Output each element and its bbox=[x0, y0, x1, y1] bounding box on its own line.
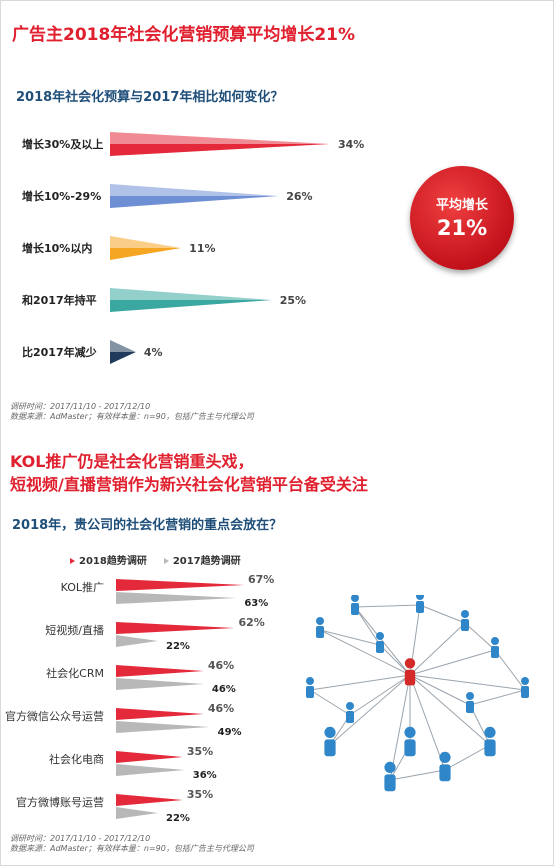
bar-label: 比2017年减少 bbox=[22, 345, 97, 359]
bar-value-label: 46% bbox=[208, 702, 234, 715]
bar-value-label: 62% bbox=[238, 616, 264, 629]
legend-2017-marker bbox=[163, 558, 169, 564]
badge-value: 21% bbox=[436, 216, 488, 240]
average-growth-badge: 平均增长 21% bbox=[410, 166, 514, 270]
source-1-line1: 调研时间：2017/11/10 - 2017/12/10 bbox=[10, 402, 151, 411]
bar bbox=[110, 196, 279, 208]
category-label: 短视频/直播 bbox=[45, 623, 104, 637]
bar bbox=[116, 721, 210, 733]
budget-change-bars: 增长30%及以上 34% 增长10%-29% 26% 增长10%以内 11% 和2017年持… bbox=[22, 132, 364, 364]
bar-value-label: 35% bbox=[187, 788, 213, 801]
person-figure bbox=[491, 637, 499, 658]
bar-value-label: 26% bbox=[286, 190, 312, 203]
category-label: 官方微信公众号运营 bbox=[5, 709, 104, 723]
bar-label: 增长10%以内 bbox=[22, 241, 92, 255]
bar-value-label: 4% bbox=[144, 346, 163, 359]
bar-value-label: 36% bbox=[193, 770, 217, 781]
bar bbox=[116, 794, 183, 806]
bar bbox=[116, 622, 235, 634]
category-label: 社会化CRM bbox=[46, 666, 104, 680]
bar-label: 增长30%及以上 bbox=[22, 137, 103, 151]
person-figure bbox=[324, 726, 336, 757]
bar bbox=[110, 300, 272, 312]
bar-label: 和2017年持平 bbox=[22, 293, 97, 307]
source-note-1: 调研时间：2017/11/10 - 2017/12/10 数据来源：AdMast… bbox=[10, 402, 254, 422]
bar-upper bbox=[110, 236, 182, 248]
bar bbox=[110, 248, 182, 260]
bar bbox=[116, 751, 183, 763]
bar-value-label: 46% bbox=[212, 684, 236, 695]
person-figure bbox=[351, 595, 359, 615]
legend-2018-label: 2018趋势调研 bbox=[79, 556, 147, 567]
bar-value-label: 46% bbox=[208, 659, 234, 672]
person-figure bbox=[416, 595, 424, 613]
bar-value-label: 34% bbox=[338, 138, 364, 151]
bar bbox=[116, 579, 244, 591]
person-figure bbox=[466, 692, 474, 713]
question-2: 2018年，贵公司的社会化营销的重点会放在？ bbox=[12, 518, 283, 533]
bar-value-label: 25% bbox=[280, 294, 306, 307]
person-figure bbox=[346, 702, 354, 723]
category-label: 社会化电商 bbox=[49, 752, 104, 766]
source-2-line1: 调研时间：2017/11/10 - 2017/12/10 bbox=[10, 834, 151, 843]
bar bbox=[116, 807, 159, 819]
bar bbox=[116, 635, 159, 647]
people-network-icon bbox=[306, 595, 529, 792]
chart2-legend: 2018趋势调研 2017趋势调研 bbox=[70, 552, 241, 567]
bar bbox=[116, 678, 204, 690]
bar bbox=[110, 352, 136, 364]
person-figure bbox=[384, 761, 396, 792]
bar-value-label: 49% bbox=[218, 727, 242, 738]
bar-value-label: 22% bbox=[166, 813, 190, 824]
bar-upper bbox=[110, 184, 279, 196]
bar-value-label: 22% bbox=[166, 641, 190, 652]
source-note-2: 调研时间：2017/11/10 - 2017/12/10 数据来源：AdMast… bbox=[10, 834, 254, 854]
bar bbox=[116, 592, 237, 604]
bar bbox=[116, 764, 185, 776]
bar bbox=[116, 708, 204, 720]
person-figure bbox=[461, 610, 469, 631]
bar-label: 增长10%-29% bbox=[22, 189, 101, 203]
bar-value-label: 35% bbox=[187, 745, 213, 758]
section2-title-line2: 短视频/直播营销作为新兴社会化营销平台备受关注 bbox=[10, 475, 368, 494]
category-label: KOL推广 bbox=[61, 580, 104, 594]
bar bbox=[116, 665, 204, 677]
person-figure bbox=[404, 726, 416, 757]
page-title: 广告主2018年社会化营销预算平均增长21% bbox=[12, 25, 356, 45]
source-2-line2: 数据来源：AdMaster；有效样本量：n=90，包括广告主与代理公司 bbox=[10, 844, 254, 853]
category-label: 官方微博账号运营 bbox=[16, 795, 104, 809]
bar-upper bbox=[110, 132, 330, 144]
legend-2017-label: 2017趋势调研 bbox=[172, 556, 241, 567]
question-1: 2018年社会化预算与2017年相比如何变化？ bbox=[16, 90, 284, 105]
person-figure bbox=[316, 617, 324, 638]
source-1-line2: 数据来源：AdMaster；有效样本量：n=90，包括广告主与代理公司 bbox=[10, 412, 254, 421]
bar-value-label: 11% bbox=[189, 242, 215, 255]
person-figure bbox=[404, 658, 416, 686]
bar-upper bbox=[110, 340, 136, 352]
person-figure bbox=[306, 677, 314, 698]
bar-value-label: 63% bbox=[244, 598, 268, 609]
person-figure bbox=[484, 726, 496, 757]
social-focus-bars: KOL推广 67% 63% 短视频/直播 62% 22% 社会化CRM 46% 46% 官方微信公… bbox=[5, 573, 274, 824]
person-figure bbox=[376, 632, 384, 653]
section2-title-line1: KOL推广仍是社会化营销重头戏， bbox=[10, 452, 254, 471]
legend-2018-marker bbox=[70, 558, 75, 564]
bar bbox=[110, 144, 330, 156]
person-figure bbox=[521, 677, 529, 698]
person-figure bbox=[439, 751, 451, 782]
badge-label: 平均增长 bbox=[435, 198, 488, 213]
bar-upper bbox=[110, 288, 272, 300]
bar-value-label: 67% bbox=[248, 573, 274, 586]
